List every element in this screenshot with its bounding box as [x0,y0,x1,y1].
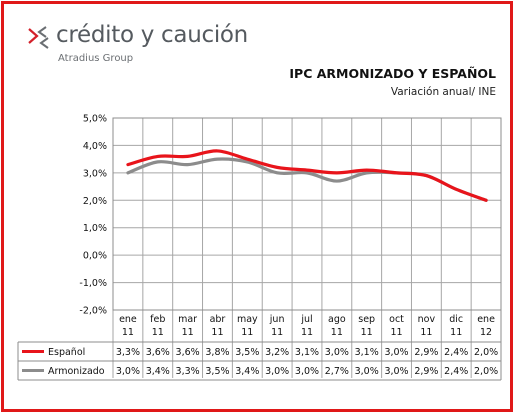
brand-subtitle: Atradius Group [58,53,134,64]
legend-label: Armonizado [48,366,105,377]
data-table-cell: 3,1% [295,347,319,358]
x-tick-label-year: 11 [211,327,223,338]
data-table-cell: 3,0% [325,347,349,358]
x-tick-label-month: dic [449,314,463,325]
data-table-cell: 3,5% [205,366,229,377]
x-tick-label-year: 11 [450,327,462,338]
data-table-cell: 3,4% [146,366,170,377]
chart-title: IPC ARMONIZADO Y ESPAÑOL [289,66,496,81]
data-table-cell: 2,0% [474,347,498,358]
data-table-cell: 3,5% [235,347,259,358]
x-tick-label-month: ago [328,314,346,325]
data-table-cell: 3,0% [355,366,379,377]
data-table-cell: 2,4% [444,366,468,377]
x-tick-label-month: ene [119,314,137,325]
x-tick-label-year: 11 [122,327,134,338]
data-table-cell: 3,0% [384,347,408,358]
y-tick-label: 2,0% [83,196,107,207]
data-table-cell: 2,7% [325,366,349,377]
chart-subtitle: Variación anual/ INE [390,86,496,98]
data-table-cell: 2,0% [474,366,498,377]
data-table-cell: 3,6% [176,347,200,358]
y-tick-label: 1,0% [83,223,107,234]
chevron-arrows-icon [28,26,49,49]
plot-area [113,118,501,310]
x-tick-label-year: 11 [241,327,253,338]
x-tick-label-month: ene [477,314,495,325]
x-tick-label-year: 11 [390,327,402,338]
y-tick-label: 5,0% [83,114,107,125]
x-tick-label-year: 11 [182,327,194,338]
x-tick-label-month: mar [178,314,197,325]
x-tick-label-month: jun [269,314,285,325]
data-table-cell: 3,4% [235,366,259,377]
x-tick-label-month: may [237,314,258,325]
x-tick-label-month: jul [300,314,312,325]
data-table-cell: 3,6% [146,347,170,358]
x-tick-label-year: 11 [331,327,343,338]
y-tick-label: -2,0% [79,306,107,317]
x-tick-label-year: 11 [301,327,313,338]
legend-label: Español [48,347,85,358]
x-tick-label-year: 11 [152,327,164,338]
y-tick-label: 4,0% [83,141,107,152]
data-table-cell: 3,0% [116,366,140,377]
x-tick-label-month: oct [389,314,404,325]
x-tick-label-year: 12 [480,327,492,338]
data-table-cell: 3,0% [265,366,289,377]
data-table-cell: 3,2% [265,347,289,358]
x-tick-label-year: 11 [361,327,373,338]
x-tick-label-month: abr [210,314,226,325]
y-tick-label: -1,0% [79,278,107,289]
data-table-cell: 3,0% [295,366,319,377]
y-tick-label: 0,0% [83,251,107,262]
data-table-cell: 3,8% [205,347,229,358]
x-tick-label-year: 11 [420,327,432,338]
x-tick-label-month: sep [358,314,375,325]
data-table-cell: 2,9% [414,347,438,358]
data-table-cell: 2,4% [444,347,468,358]
x-tick-label-year: 11 [271,327,283,338]
x-tick-label-month: feb [150,314,165,325]
data-table-cell: 3,0% [384,366,408,377]
x-tick-label-month: nov [418,314,436,325]
data-table-cell: 3,1% [355,347,379,358]
y-tick-label: 3,0% [83,168,107,179]
brand-name: crédito y caución [56,22,248,48]
data-table-cell: 2,9% [414,366,438,377]
data-table-cell: 3,3% [116,347,140,358]
data-table-cell: 3,3% [176,366,200,377]
